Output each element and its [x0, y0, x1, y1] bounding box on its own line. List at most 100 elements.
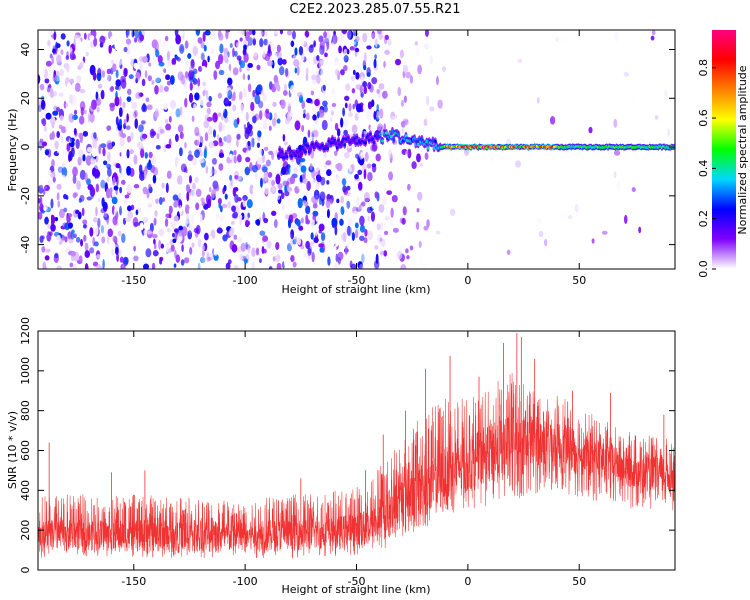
spectrogram-cell [386, 190, 393, 195]
spectrogram-cell [103, 212, 108, 218]
spectrogram-cell [319, 247, 325, 253]
spectrogram-cell [202, 89, 206, 97]
spectrogram-cell [285, 67, 289, 77]
spectrogram-cell [225, 59, 230, 64]
signal-track-cell [431, 138, 435, 142]
spectrogram-cell [165, 144, 172, 149]
spectrogram-cell [188, 206, 195, 215]
colorbar-tick-label: 0.6 [697, 109, 710, 127]
spectrogram-cell [54, 252, 59, 259]
spectrogram-cell [357, 261, 363, 269]
spectrogram-cell [240, 242, 246, 252]
spectrogram-cell [212, 180, 219, 190]
spectrogram-cell [407, 183, 411, 191]
spectrogram-cell [283, 89, 288, 96]
spectrogram-cell [240, 30, 246, 35]
spectrogram-cell [378, 204, 385, 213]
spectrogram-cell [91, 189, 95, 194]
spectrogram-cell [44, 248, 51, 253]
spectrogram-cell [574, 203, 579, 213]
spectrogram-cell [252, 38, 257, 46]
spectrogram-y-tick-label: 0 [19, 144, 32, 151]
spectrogram-cell [151, 262, 156, 269]
spectrogram-cell [212, 129, 217, 138]
spectrogram-cell [367, 171, 373, 182]
spectrogram-cell [184, 142, 187, 149]
spectrogram-cell [355, 103, 362, 113]
spectrogram-cell [102, 147, 106, 157]
spectrogram-cell [247, 140, 251, 147]
spectrogram-cell [305, 240, 311, 250]
spectrogram-cell [228, 63, 232, 72]
spectrogram-cell [266, 240, 272, 249]
spectrogram-cell [165, 182, 169, 193]
spectrogram-cell [203, 44, 207, 52]
spectrogram-cell [650, 35, 655, 41]
spectrogram-cell [250, 137, 254, 148]
spectrogram-cell [517, 58, 523, 64]
spectrogram-cell [133, 184, 140, 189]
spectrogram-cell [272, 101, 277, 107]
spectrogram-cell [222, 234, 228, 242]
spectrogram-cell [663, 89, 668, 98]
spectrogram-cell [162, 197, 165, 202]
spectrogram-cell [195, 202, 200, 211]
spectrogram-cell [362, 32, 368, 43]
spectrogram-cell [106, 176, 110, 183]
spectrogram-cell [119, 205, 122, 216]
spectrogram-cell [282, 134, 286, 142]
spectrogram-cell [75, 138, 80, 149]
spectrogram-cell [63, 63, 70, 69]
spectrogram-cell [112, 216, 118, 226]
spectrogram-cell [115, 116, 119, 126]
spectrogram-cell [178, 192, 182, 200]
spectrogram-cell [391, 194, 398, 203]
spectrogram-cell [506, 249, 511, 255]
spectrogram-cell [52, 73, 58, 82]
spectrogram-cell [202, 262, 206, 268]
spectrogram-cell [252, 49, 258, 57]
spectrogram-cell [50, 224, 56, 232]
spectrogram-cell [54, 74, 61, 82]
spectrogram-cell [269, 91, 273, 97]
spectrogram-cell [119, 165, 122, 174]
spectrogram-cell [374, 54, 377, 59]
spectrogram-cell [107, 142, 114, 150]
spectrogram-cell [312, 114, 317, 121]
spectrogram-cell [245, 244, 251, 251]
spectrogram-cell [74, 192, 79, 197]
spectrogram-cell [227, 114, 234, 123]
spectrogram-cell [284, 204, 289, 212]
spectrogram-cell [280, 249, 286, 254]
spectrogram-cell [274, 253, 281, 263]
spectrogram-cell [70, 84, 76, 89]
spectrogram-cell [65, 102, 68, 108]
spectrogram-cell [276, 262, 282, 269]
spectrogram-cell [427, 253, 433, 260]
spectrogram-cell [253, 52, 259, 61]
spectrogram-cell [142, 102, 146, 112]
spectrogram-cell [217, 198, 222, 205]
spectrogram-cell [167, 227, 171, 233]
spectrogram-heatmap [38, 30, 675, 269]
signal-track-cell [413, 136, 416, 140]
colorbar-tick-label: 0.8 [697, 59, 710, 77]
spectrogram-cell [294, 236, 298, 243]
spectrogram-cell [84, 250, 90, 258]
spectrogram-cell [276, 118, 281, 124]
spectrogram-cell [247, 83, 252, 93]
spectrogram-cell [223, 219, 228, 227]
spectrogram-cell [79, 61, 84, 69]
spectrogram-cell [231, 244, 238, 253]
spectrogram-cell [328, 30, 335, 35]
spectrogram-cell [375, 108, 380, 118]
spectrogram-cell [414, 41, 418, 46]
spectrogram-cell [276, 262, 282, 269]
figure-title: C2E2.2023.285.07.55.R21 [289, 2, 461, 17]
spectrogram-cell [371, 204, 377, 209]
spectrogram-cell [286, 180, 290, 189]
spectrogram-cell [417, 113, 421, 120]
spectrogram-cell [284, 83, 287, 91]
spectrogram-cell [273, 30, 278, 35]
